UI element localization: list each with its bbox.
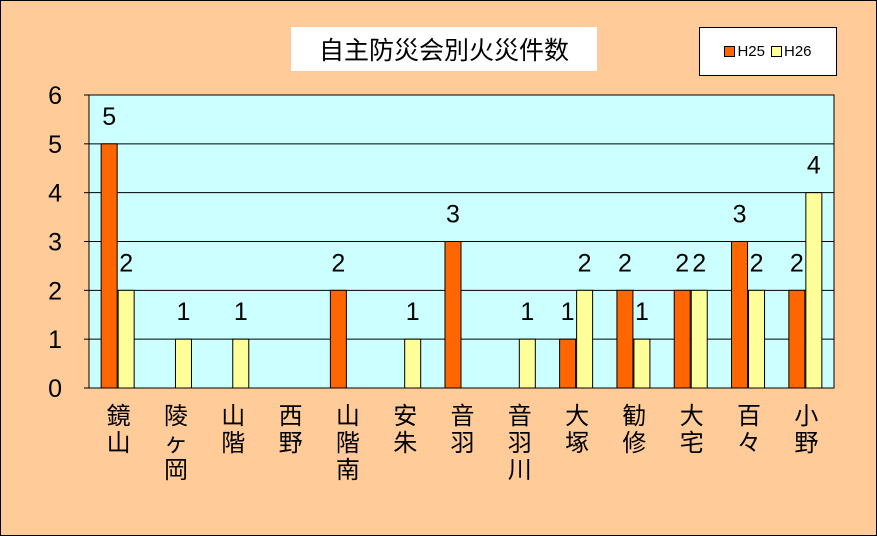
data-label: 1 (177, 298, 191, 326)
data-label: 1 (406, 298, 420, 326)
bar-h25 (444, 241, 462, 389)
bar-h25 (673, 289, 691, 389)
x-tick-label: 音羽 (450, 402, 475, 457)
bar-h26 (117, 289, 135, 389)
x-tick-label: 鏡山 (106, 402, 131, 457)
data-label: 1 (561, 298, 575, 326)
bar-h26 (690, 289, 708, 389)
y-tick-label: 6 (48, 82, 62, 110)
data-label: 3 (446, 201, 460, 229)
y-tick-label: 2 (48, 277, 62, 305)
y-tick-label: 1 (48, 326, 62, 354)
data-label: 2 (750, 249, 764, 277)
chart-title: 自主防災会別火災件数 (291, 27, 597, 71)
y-tick-label: 0 (48, 375, 62, 403)
data-label: 2 (331, 249, 345, 277)
data-label: 2 (692, 249, 706, 277)
bar-h25 (559, 338, 577, 389)
legend-swatch-h26 (771, 46, 782, 57)
data-label: 1 (635, 298, 649, 326)
data-label: 1 (234, 298, 248, 326)
data-label: 2 (790, 249, 804, 277)
bar-h26 (518, 338, 536, 389)
x-tick-label: 西野 (278, 402, 303, 457)
y-tick-label: 5 (48, 131, 62, 159)
x-tick-label: 陵ヶ岡 (163, 402, 188, 484)
bar-h25 (731, 241, 749, 389)
x-tick-label: 百々 (737, 402, 762, 457)
bar-h26 (748, 289, 766, 389)
bar-h26 (404, 338, 422, 389)
x-tick-label: 勧修 (622, 402, 647, 457)
data-label: 2 (675, 249, 689, 277)
bar-h26 (633, 338, 651, 389)
legend-swatch-h25 (724, 46, 736, 57)
legend-label-h26: H26 (784, 43, 812, 60)
bar-h26 (174, 338, 192, 389)
y-tick-label: 3 (48, 229, 62, 257)
x-tick-label: 山階南 (335, 402, 360, 484)
data-label: 2 (578, 249, 592, 277)
x-tick-label: 大宅 (679, 402, 704, 457)
data-label: 5 (102, 103, 116, 131)
x-tick-label: 音羽川 (507, 402, 532, 484)
data-label: 4 (807, 152, 821, 180)
legend-label-h25: H25 (737, 43, 765, 60)
x-tick-label: 安朱 (393, 402, 418, 457)
bar-h26 (232, 338, 250, 389)
bar-h25 (788, 289, 806, 389)
data-label: 3 (733, 201, 747, 229)
legend-item-h25: H25 (724, 43, 765, 60)
bar-h26 (576, 289, 594, 389)
data-label: 2 (618, 249, 632, 277)
bar-h25 (100, 143, 118, 389)
x-tick-label: 大塚 (565, 402, 590, 457)
bar-h25 (329, 289, 347, 389)
legend-item-h26: H26 (771, 43, 812, 60)
bar-h25 (616, 289, 634, 389)
bar-h26 (805, 192, 823, 389)
x-tick-label: 山階 (221, 402, 246, 457)
x-tick-label: 小野 (794, 402, 819, 457)
data-label: 2 (119, 249, 133, 277)
chart-legend: H25 H26 (699, 27, 837, 76)
y-tick-label: 4 (48, 180, 62, 208)
data-label: 1 (520, 298, 534, 326)
